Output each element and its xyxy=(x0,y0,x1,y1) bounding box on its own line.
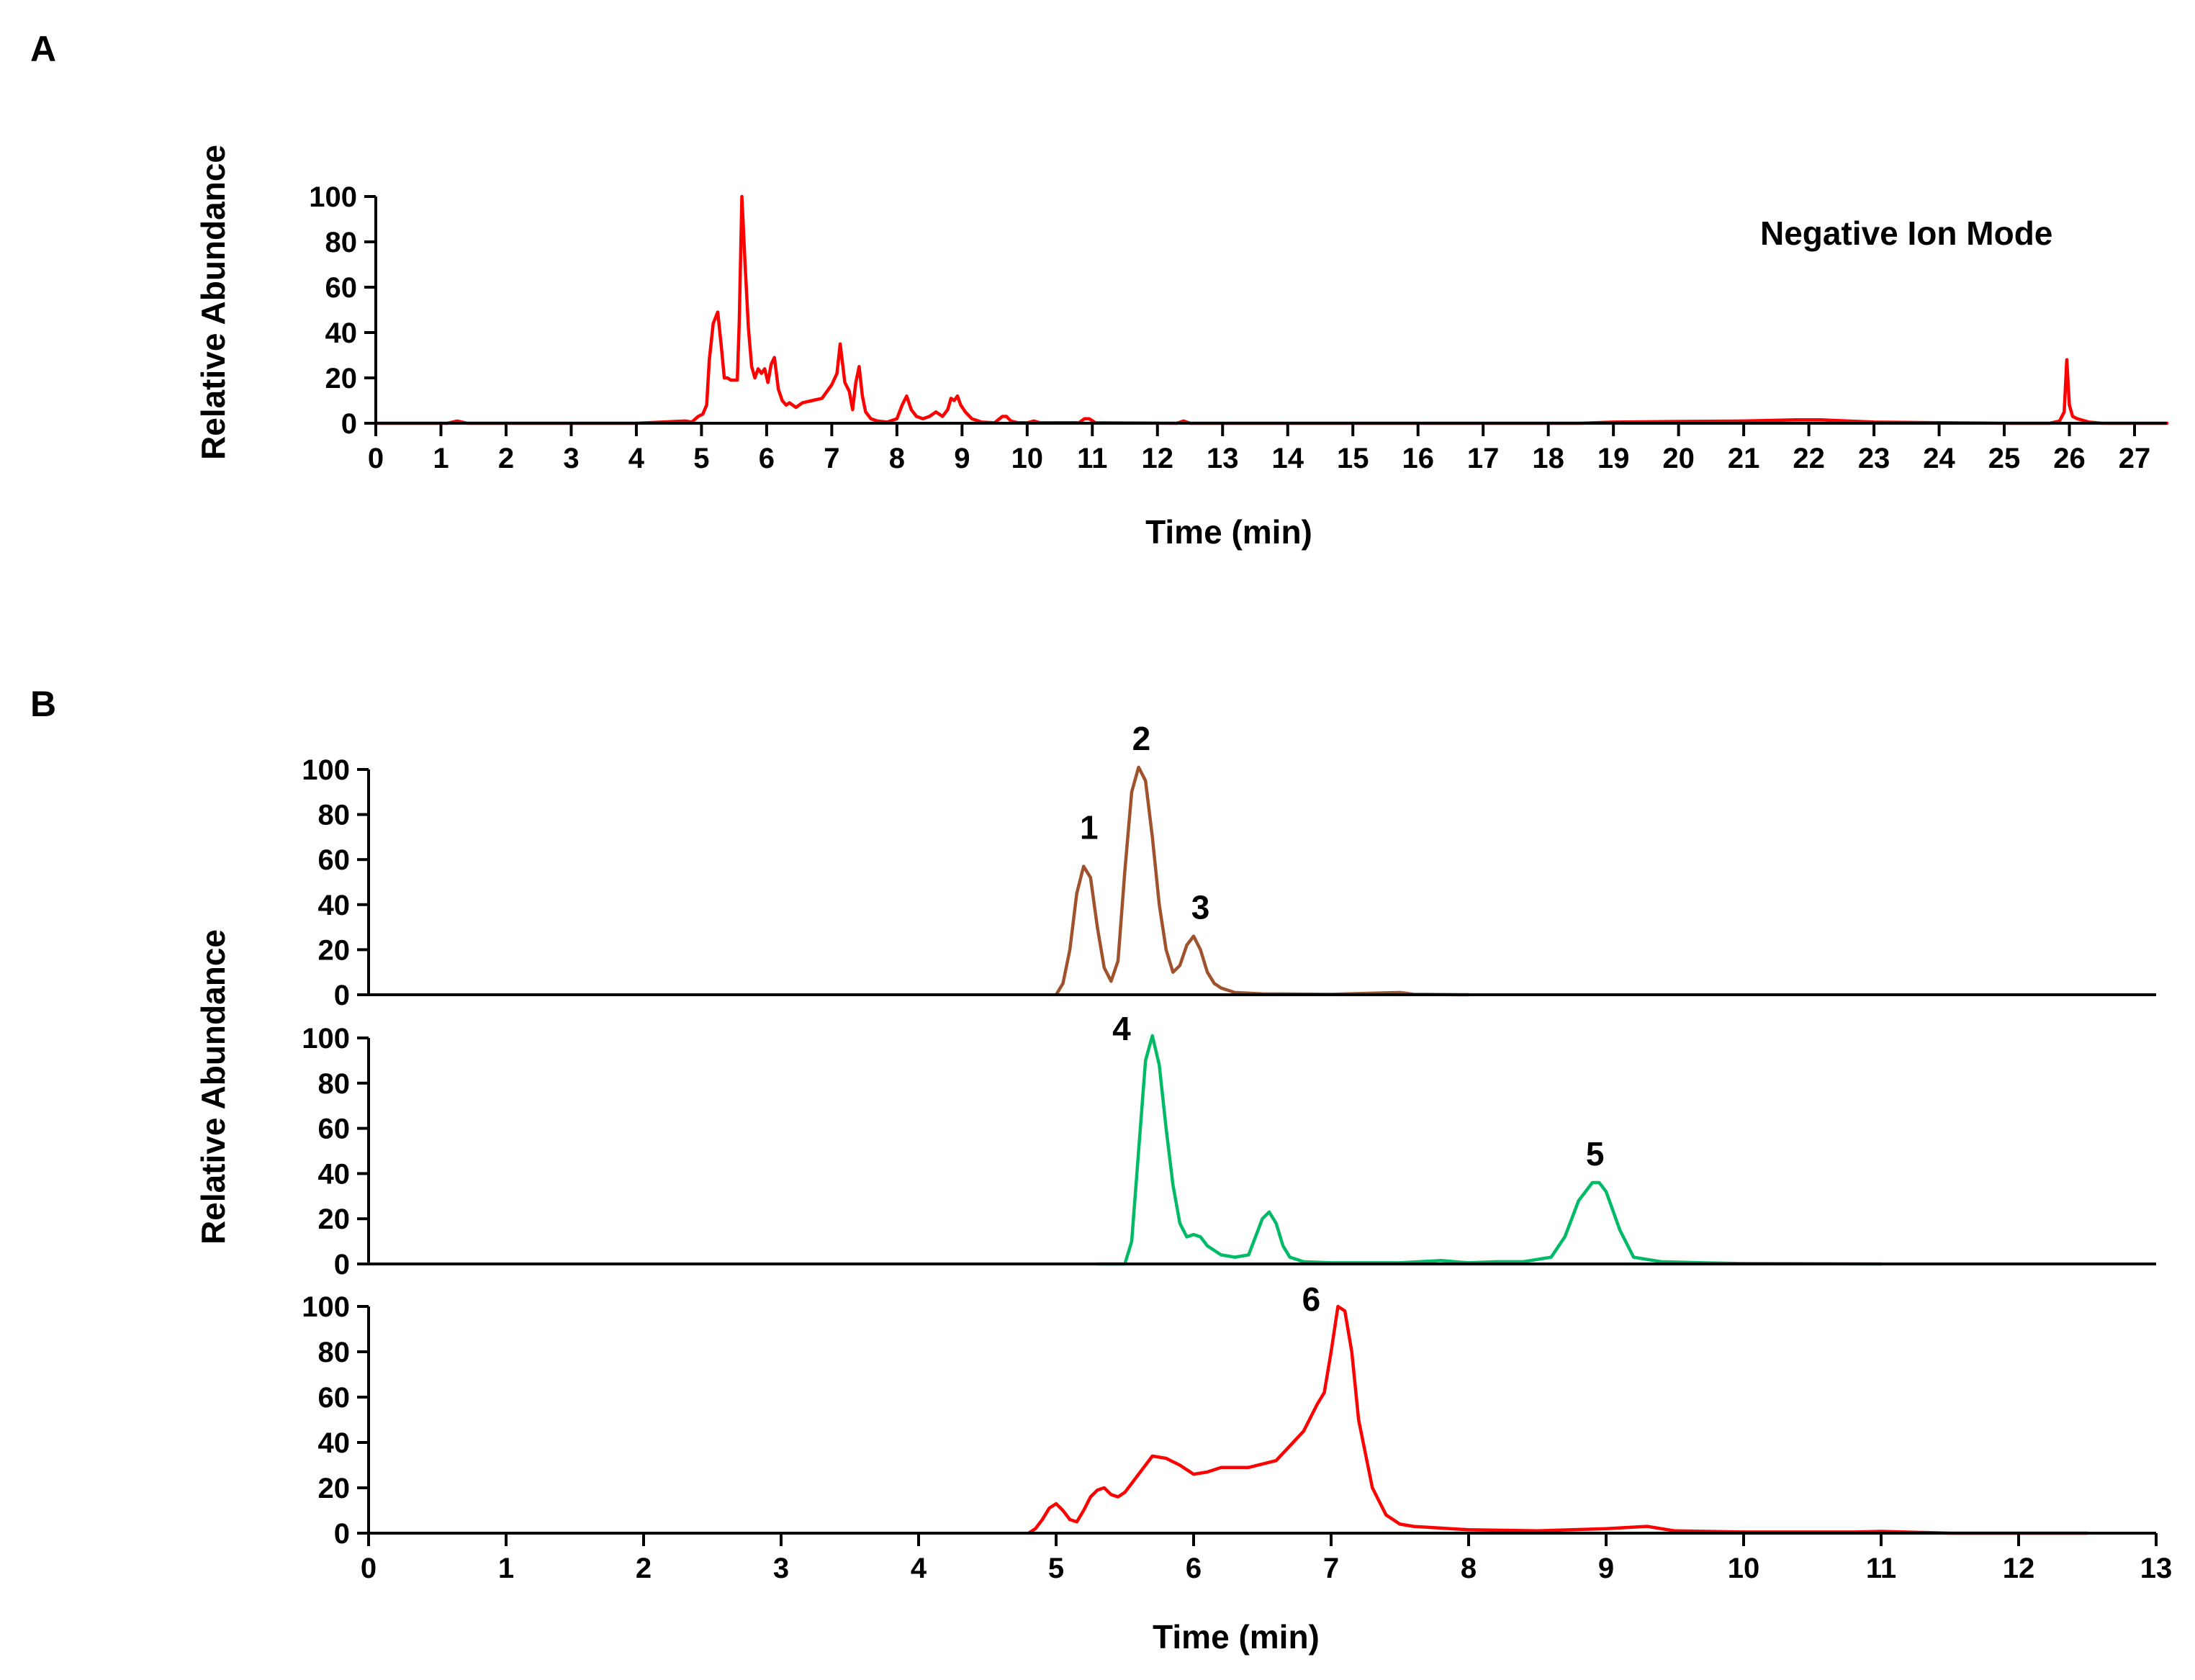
chart-a-x-tick-label: 5 xyxy=(693,443,709,474)
peak-label-2: 2 xyxy=(1132,720,1151,757)
chart-b-sub3-y-tick-label: 0 xyxy=(334,1518,350,1550)
peak-label-1: 1 xyxy=(1080,809,1099,846)
panel-label-a: A xyxy=(30,29,56,69)
chart-b-x-tick-label: 12 xyxy=(2003,1553,2035,1584)
chart-a-y-tick-label: 60 xyxy=(325,272,358,304)
chart-b-x-tick-label: 4 xyxy=(911,1553,927,1584)
chart-b-sub3-y-tick-label: 20 xyxy=(318,1473,351,1504)
peak-label-4: 4 xyxy=(1112,1010,1131,1047)
chart-b-x-tick-label: 1 xyxy=(498,1553,514,1584)
chart-b-x-tick-label: 11 xyxy=(1866,1553,1896,1584)
chart-a-x-tick-label: 19 xyxy=(1597,443,1630,474)
chart-a-x-tick-label: 0 xyxy=(368,443,384,474)
chart-b-sub2-y-tick-label: 60 xyxy=(318,1114,351,1145)
chart-a-y-tick-label: 80 xyxy=(325,227,358,258)
chart-b-x-tick-label: 7 xyxy=(1323,1553,1339,1584)
chart-b-sub1-y-tick-label: 40 xyxy=(318,890,351,921)
chart-a-x-tick-label: 4 xyxy=(628,443,645,474)
chart-a-x-tick-label: 13 xyxy=(1207,443,1239,474)
chart-a-x-tick-label: 12 xyxy=(1142,443,1174,474)
chart-a-x-tick-label: 18 xyxy=(1532,443,1564,474)
chart-b-x-tick-label: 10 xyxy=(1728,1553,1760,1584)
y-axis-label-a: Relative Abundance xyxy=(194,145,232,460)
chart-b-x-tick-label: 13 xyxy=(2140,1553,2173,1584)
chart-b-trace-2-line xyxy=(1096,1034,1883,1266)
peak-label-6: 6 xyxy=(1302,1281,1321,1318)
chart-b-sub1-y-tick-label: 80 xyxy=(318,800,351,831)
chart-a-x-tick-label: 21 xyxy=(1728,443,1760,474)
chart-a-x-tick-label: 6 xyxy=(759,443,775,474)
chart-b-sub2-y-tick-label: 20 xyxy=(318,1203,351,1235)
chart-a-x-tick-label: 23 xyxy=(1858,443,1890,474)
chart-b-x-tick-label: 6 xyxy=(1186,1553,1202,1584)
chart-a-x-tick-label: 15 xyxy=(1337,443,1369,474)
chart-a-y-tick-label: 100 xyxy=(309,181,357,213)
negative-ion-mode-label: Negative Ion Mode xyxy=(1760,214,2052,252)
chart-b-x-tick-label: 5 xyxy=(1048,1553,1064,1584)
y-axis-label-b: Relative Abundance xyxy=(194,929,232,1245)
chart-a-x-tick-label: 16 xyxy=(1402,443,1434,474)
chart-b-sub2-y-tick-label: 0 xyxy=(334,1249,350,1281)
chart-b-sub1-y-tick-label: 100 xyxy=(302,754,350,786)
chart-a-x-tick-label: 26 xyxy=(2053,443,2086,474)
chart-b-sub1-y-tick-label: 0 xyxy=(334,980,350,1011)
chart-b-sub1-y-tick-label: 60 xyxy=(318,844,351,876)
chart-b-x-tick-label: 8 xyxy=(1461,1553,1477,1584)
chart-a-x-tick-label: 24 xyxy=(1923,443,1955,474)
chart-b-sub2-y-tick-label: 80 xyxy=(318,1068,351,1100)
chart-b-x-tick-label: 2 xyxy=(636,1553,652,1584)
chart-a-x-tick-label: 9 xyxy=(954,443,970,474)
chart-b-sub1-y-tick-label: 20 xyxy=(318,934,351,966)
chart-b-x-tick-label: 9 xyxy=(1598,1553,1614,1584)
chart-a-x-tick-label: 11 xyxy=(1077,443,1107,474)
x-axis-label-a: Time (min) xyxy=(1145,513,1312,551)
chart-b-sub3-y-tick-label: 80 xyxy=(318,1337,351,1368)
chart-a-x-tick-label: 27 xyxy=(2119,443,2151,474)
chart-a-x-tick-label: 1 xyxy=(433,443,449,474)
chart-a-x-tick-label: 22 xyxy=(1793,443,1825,474)
x-axis-label-b: Time (min) xyxy=(1153,1618,1320,1656)
chart-a-y-tick-label: 0 xyxy=(341,408,357,440)
chart-a-x-tick-label: 3 xyxy=(563,443,579,474)
chart-b-sub2-y-tick-label: 100 xyxy=(302,1023,350,1054)
chart-a-x-tick-label: 8 xyxy=(889,443,905,474)
chart-a-x-tick-label: 2 xyxy=(498,443,514,474)
chart-a-x-tick-label: 20 xyxy=(1662,443,1695,474)
peak-label-3: 3 xyxy=(1191,889,1210,926)
chart-a-x-tick-label: 10 xyxy=(1011,443,1044,474)
chart-a-x-tick-label: 17 xyxy=(1467,443,1500,474)
chart-b-sub3-y-tick-label: 60 xyxy=(318,1382,351,1414)
chart-b-x-tick-label: 3 xyxy=(773,1553,789,1584)
peak-label-5: 5 xyxy=(1586,1135,1605,1173)
chart-a-x-tick-label: 14 xyxy=(1271,443,1304,474)
panel-label-b: B xyxy=(30,684,56,724)
chart-a-x-tick-label: 25 xyxy=(1988,443,2021,474)
chart-a-y-tick-label: 40 xyxy=(325,317,358,349)
chart-a-x-tick-label: 7 xyxy=(824,443,839,474)
chart-b-x-tick-label: 0 xyxy=(361,1553,377,1584)
chart-b-sub3-y-tick-label: 100 xyxy=(302,1291,350,1323)
chart-b-sub3-y-tick-label: 40 xyxy=(318,1427,351,1459)
chart-b-trace-1-line xyxy=(1054,765,1471,997)
chart-b-trace-3-line xyxy=(1027,1304,2089,1535)
chart-a-y-tick-label: 20 xyxy=(325,363,358,394)
chart-b-sub2-y-tick-label: 40 xyxy=(318,1158,351,1190)
